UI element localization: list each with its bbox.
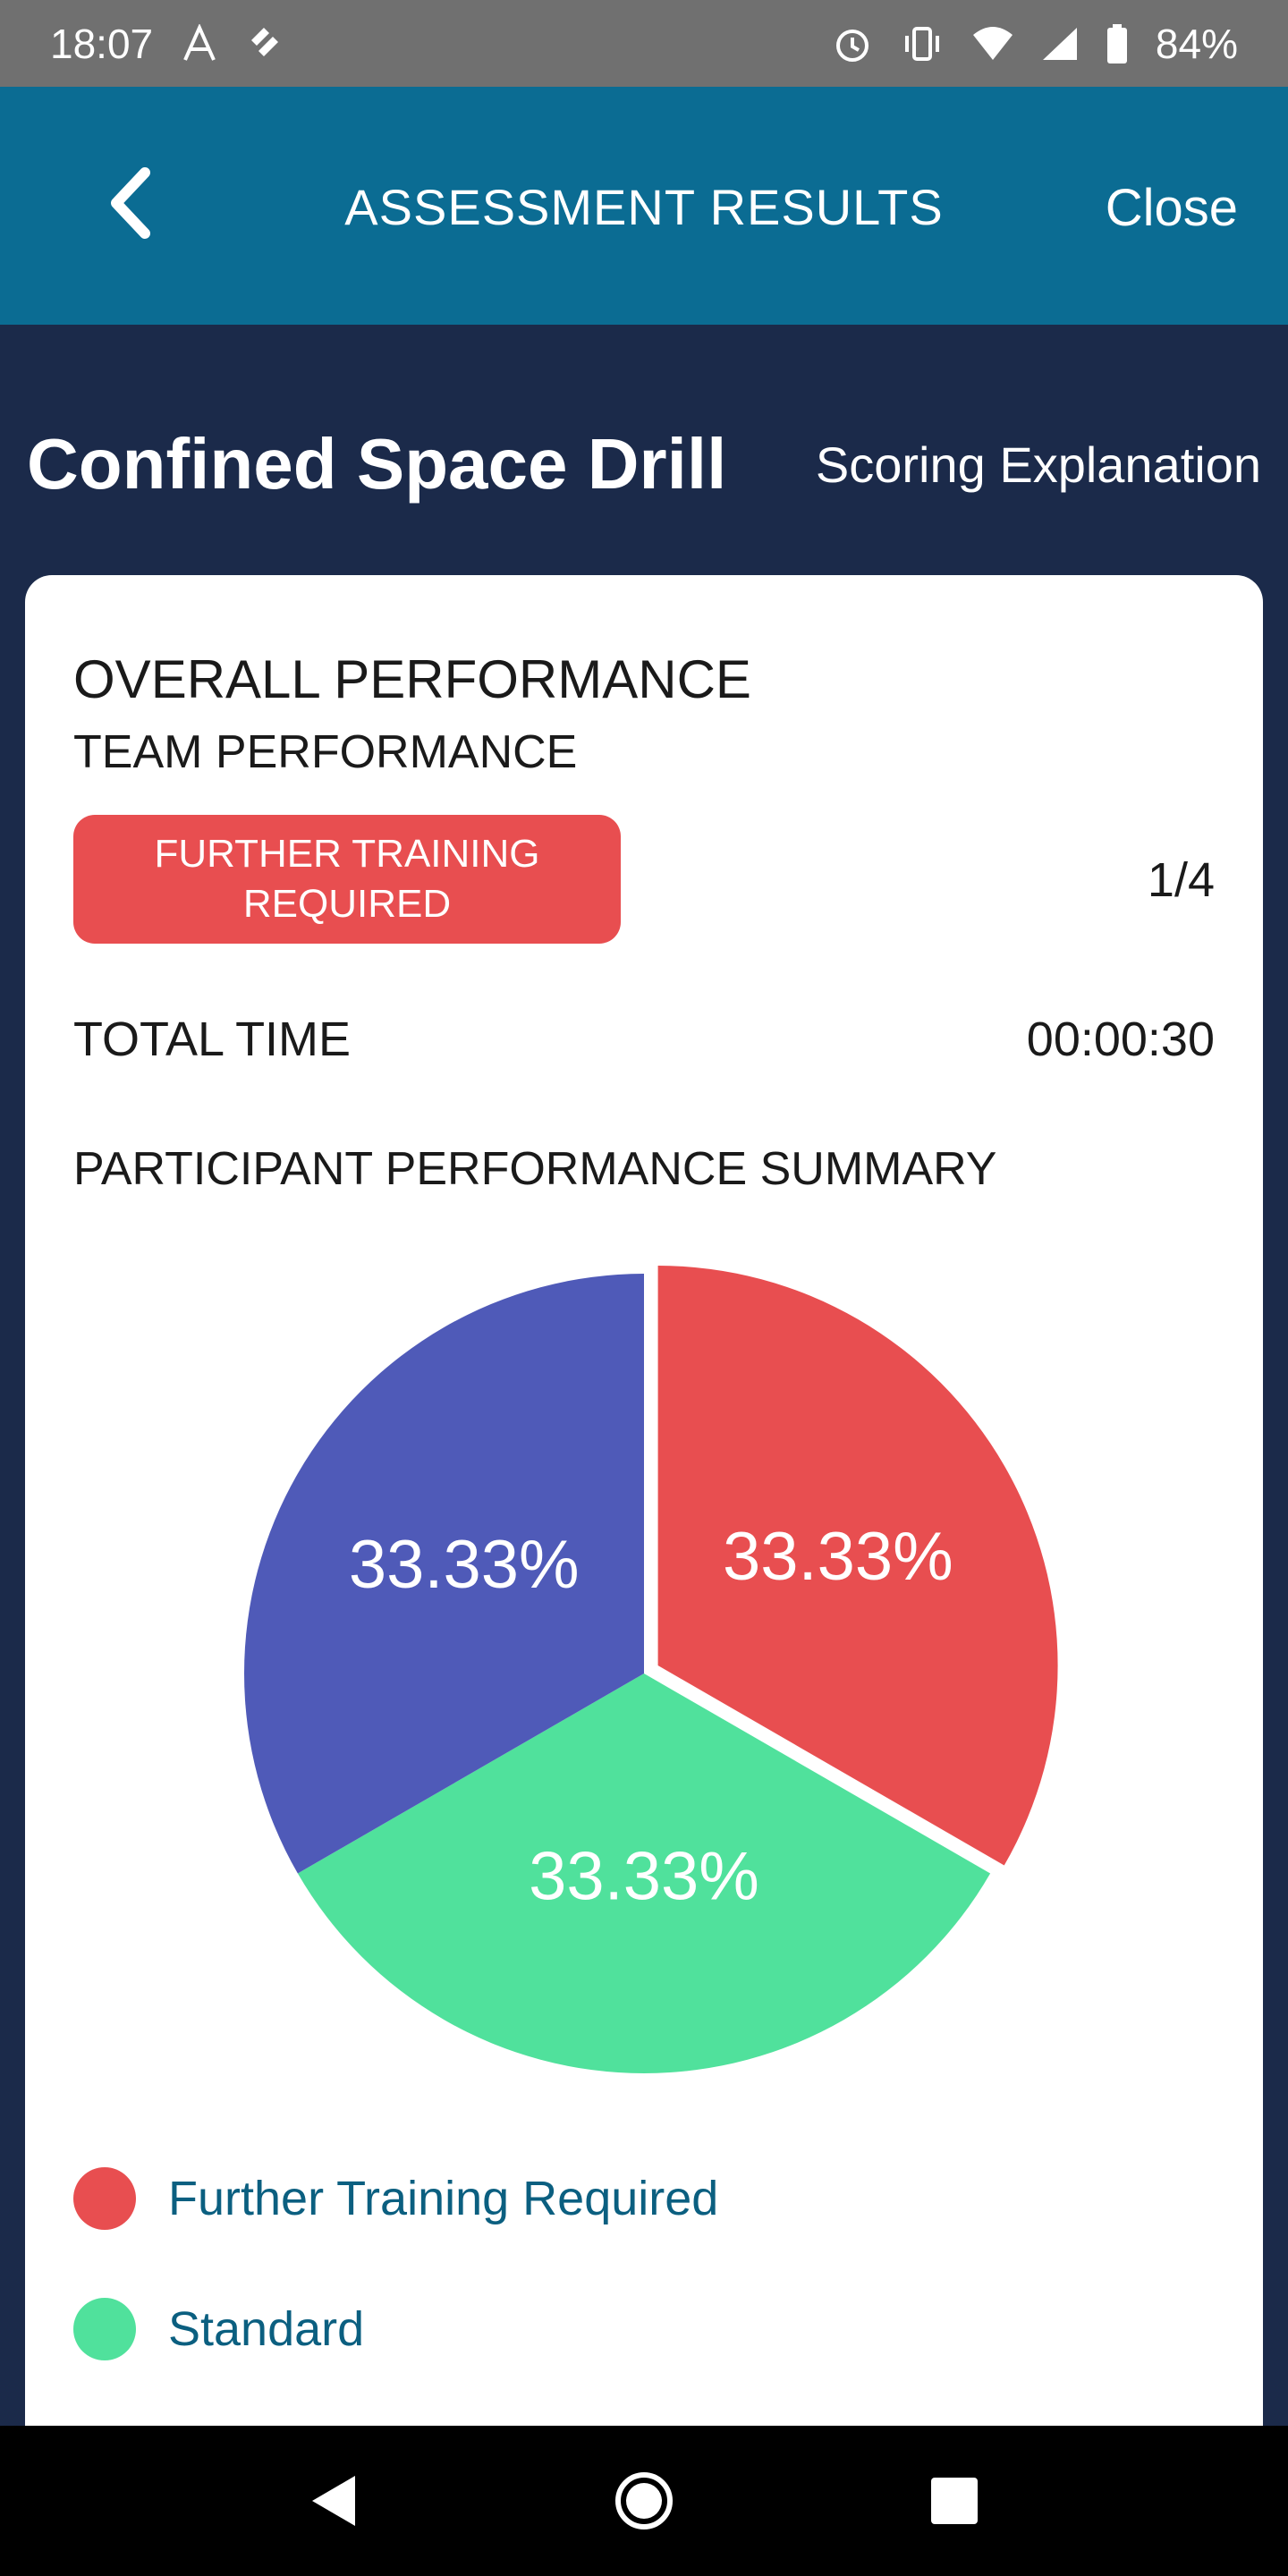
pie-slice-label-0: 33.33% [723,1519,953,1595]
status-right: 84% [832,20,1238,68]
team-performance-label: TEAM PERFORMANCE [73,726,578,778]
pie-slice-1[interactable] [297,1674,991,2073]
triangle-back-icon [312,2476,356,2526]
legend-item-1: Standard [73,2298,718,2360]
summary-title: PARTICIPANT PERFORMANCE SUMMARY [73,1143,997,1195]
alarm-icon [832,23,873,64]
status-badge: FURTHER TRAINING REQUIRED [73,815,621,944]
vibrate-icon [900,23,945,64]
signal-icon [1041,26,1079,62]
legend-label: Standard [168,2302,365,2356]
scoring-explanation-link[interactable]: Scoring Explanation [815,436,1261,493]
pie-slice-0[interactable] [657,1266,1058,1866]
battery-percent: 84% [1155,20,1238,67]
close-button[interactable]: Close [1105,179,1238,237]
battery-icon [1106,23,1129,64]
status-bar: 18:07 84% [0,0,1288,87]
pie-slice-label-2: 33.33% [349,1527,580,1603]
total-time-value: 00:00:30 [1026,1013,1215,1066]
performance-ratio: 1/4 [1147,853,1215,907]
chevron-left-icon [111,167,150,239]
app-bar: ASSESSMENT RESULTS Close [0,87,1288,325]
status-time: 18:07 [50,20,154,67]
legend-label: Further Training Required [168,2172,719,2225]
legend-dot [73,2298,136,2360]
results-card: OVERALL PERFORMANCE TEAM PERFORMANCE FUR… [25,575,1263,2451]
chart-legend: Further Training Required Standard [73,2167,718,2428]
notification-app-icon [246,24,285,64]
square-recents-icon [930,2478,978,2524]
pie-slice-label-1: 33.33% [529,1839,759,1915]
back-button[interactable] [86,158,175,248]
wifi-icon [971,26,1014,62]
pie-chart: 33.33% 33.33% 33.33% [244,1266,1058,2073]
nav-recents-button[interactable] [905,2452,1004,2550]
status-left: 18:07 [50,20,285,68]
font-icon [180,23,219,64]
overall-performance-label: OVERALL PERFORMANCE [73,649,751,709]
total-time-label: TOTAL TIME [73,1013,352,1066]
page-header: Confined Space Drill Scoring Explanation [0,325,1288,575]
pie-slice-2[interactable] [244,1274,644,1874]
nav-back-button[interactable] [284,2452,383,2550]
legend-dot [73,2167,136,2230]
page-title: Confined Space Drill [27,424,727,504]
app-title: ASSESSMENT RESULTS [344,179,944,235]
navigation-bar [0,2426,1288,2576]
nav-home-button[interactable] [595,2452,693,2550]
circle-home-icon [614,2472,673,2529]
legend-item-0: Further Training Required [73,2167,718,2230]
